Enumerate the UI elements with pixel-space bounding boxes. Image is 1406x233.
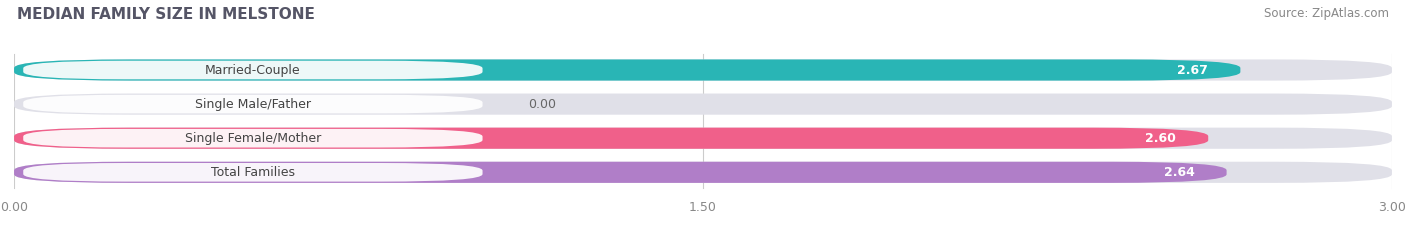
Text: 2.64: 2.64 <box>1164 166 1195 179</box>
Text: Single Male/Father: Single Male/Father <box>195 98 311 111</box>
FancyBboxPatch shape <box>14 59 1392 81</box>
FancyBboxPatch shape <box>14 128 1392 149</box>
FancyBboxPatch shape <box>14 162 1392 183</box>
Text: 2.60: 2.60 <box>1146 132 1175 145</box>
Text: MEDIAN FAMILY SIZE IN MELSTONE: MEDIAN FAMILY SIZE IN MELSTONE <box>17 7 315 22</box>
FancyBboxPatch shape <box>14 59 1240 81</box>
Text: Married-Couple: Married-Couple <box>205 64 301 76</box>
FancyBboxPatch shape <box>14 162 1226 183</box>
FancyBboxPatch shape <box>24 61 482 79</box>
FancyBboxPatch shape <box>14 93 1392 115</box>
FancyBboxPatch shape <box>24 163 482 182</box>
Text: Total Families: Total Families <box>211 166 295 179</box>
Text: 0.00: 0.00 <box>529 98 557 111</box>
Text: Single Female/Mother: Single Female/Mother <box>184 132 321 145</box>
FancyBboxPatch shape <box>24 129 482 147</box>
Text: Source: ZipAtlas.com: Source: ZipAtlas.com <box>1264 7 1389 20</box>
FancyBboxPatch shape <box>24 95 482 113</box>
Text: 2.67: 2.67 <box>1177 64 1208 76</box>
FancyBboxPatch shape <box>14 128 1208 149</box>
